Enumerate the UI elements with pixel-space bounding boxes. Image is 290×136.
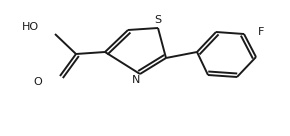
Text: S: S (155, 15, 162, 25)
Text: HO: HO (21, 22, 39, 32)
Text: F: F (258, 27, 264, 37)
Text: N: N (132, 75, 140, 85)
Text: O: O (34, 77, 42, 87)
